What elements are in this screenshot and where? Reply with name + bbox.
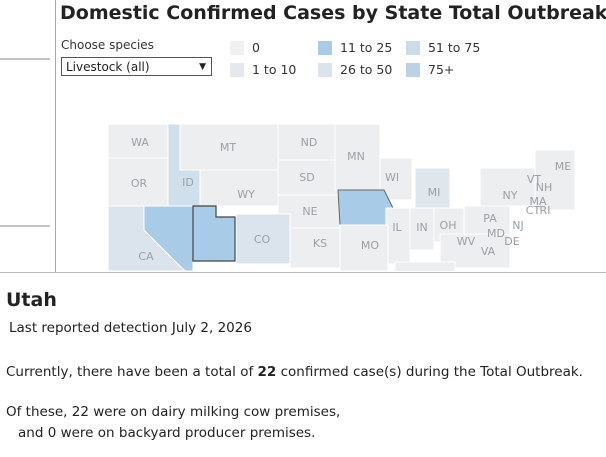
state-labels: WA MT ND MN ME OR ID WY SD WI MI NY VT N… [131, 136, 571, 263]
last-detection: Last reported detection July 2, 2026 [9, 320, 252, 336]
state-label: NY [503, 189, 518, 202]
state-label: MI [428, 186, 441, 199]
legend-swatch [230, 41, 244, 55]
legend-label: 1 to 10 [252, 62, 297, 77]
state-label: WI [385, 171, 399, 184]
state-label: CT [526, 204, 541, 217]
legend-item[interactable]: 0 [230, 40, 260, 56]
state-label: IL [392, 221, 402, 234]
total-text: Currently, there have been a total of 22… [6, 364, 583, 380]
selected-state[interactable] [192, 205, 236, 262]
state-label: KS [313, 237, 327, 250]
legend-item[interactable]: 1 to 10 [230, 62, 296, 78]
state[interactable] [534, 149, 576, 211]
legend-item[interactable]: 51 to 75 [406, 40, 480, 56]
legend-label: 11 to 25 [340, 40, 393, 55]
state-label: MO [361, 239, 379, 252]
state-label: SD [299, 171, 314, 184]
state-label: WA [131, 136, 149, 149]
state[interactable] [277, 123, 336, 161]
species-dropdown[interactable]: Livestock (all) ▼ [61, 57, 212, 76]
state[interactable] [409, 207, 435, 251]
dropdown-arrow[interactable]: ▼ [199, 62, 206, 72]
state-label: PA [483, 212, 497, 225]
state[interactable] [479, 167, 536, 207]
legend-swatch [230, 63, 244, 77]
total: 22 [257, 364, 277, 380]
text: Currently, there have been a total of [6, 364, 254, 380]
state-label: MT [220, 141, 236, 154]
state[interactable] [277, 159, 339, 196]
state-label: NH [536, 181, 553, 194]
state[interactable] [394, 261, 456, 272]
title: Domestic Confirmed Cases by State Total … [60, 2, 606, 24]
tooltip-state: Utah [6, 289, 57, 311]
state-label: RI [540, 204, 551, 217]
state[interactable] [199, 169, 279, 207]
state-label: ME [555, 160, 571, 173]
filter-label: Choose species [61, 38, 154, 52]
legend-label: 75+ [428, 62, 455, 77]
state-label: VT [527, 173, 542, 186]
state-label: WY [237, 188, 255, 201]
state-label: WV [457, 235, 476, 248]
legend-swatch [406, 41, 420, 55]
state-label: IN [416, 221, 427, 234]
map: WA MT ND MN ME OR ID WY SD WI MI NY VT N… [107, 123, 576, 272]
breakdown: and 0 were on backyard producer premises… [18, 425, 316, 441]
state[interactable] [107, 123, 169, 159]
legend-swatch [318, 63, 332, 77]
text: confirmed case(s) during the Total Outbr… [280, 364, 583, 380]
legend-item[interactable]: 26 to 50 [318, 62, 392, 78]
state[interactable] [334, 123, 381, 191]
state[interactable] [143, 205, 194, 271]
state-label: OH [440, 219, 457, 232]
tooltip: Utah Last reported detection July 2, 202… [0, 272, 606, 457]
breakdown: Of these, 22 were on dairy milking cow p… [6, 404, 341, 420]
state[interactable] [107, 157, 169, 207]
state-label: DE [504, 235, 519, 248]
dropdown-value: Livestock (all) [66, 60, 150, 74]
legend: 0 1 to 10 11 to 25 26 to 50 51 to 75 75+ [230, 40, 530, 84]
state[interactable] [289, 227, 349, 269]
state[interactable] [385, 207, 411, 265]
legend-item[interactable]: 75+ [406, 62, 454, 78]
state-label: MN [347, 150, 365, 163]
state-label: VA [481, 245, 496, 258]
legend-swatch [318, 41, 332, 55]
legend-label: 0 [252, 40, 260, 55]
state-label: CO [254, 233, 271, 246]
state-label: NJ [512, 219, 523, 232]
state-label: MA [529, 195, 546, 208]
legend-label: 26 to 50 [340, 62, 393, 77]
states [107, 123, 576, 272]
state[interactable] [414, 167, 451, 209]
state-label: ID [182, 176, 194, 189]
legend-item[interactable]: 11 to 25 [318, 40, 392, 56]
state-label: OR [131, 177, 148, 190]
legend-swatch [406, 63, 420, 77]
state-label: MD [487, 227, 505, 240]
state[interactable] [235, 213, 291, 265]
legend-label: 51 to 75 [428, 40, 481, 55]
state[interactable] [463, 205, 511, 235]
state-label: NE [302, 205, 317, 218]
state-label: ND [301, 136, 318, 149]
state[interactable] [339, 224, 389, 271]
state-label: CA [138, 250, 154, 263]
sidebar [0, 0, 56, 272]
